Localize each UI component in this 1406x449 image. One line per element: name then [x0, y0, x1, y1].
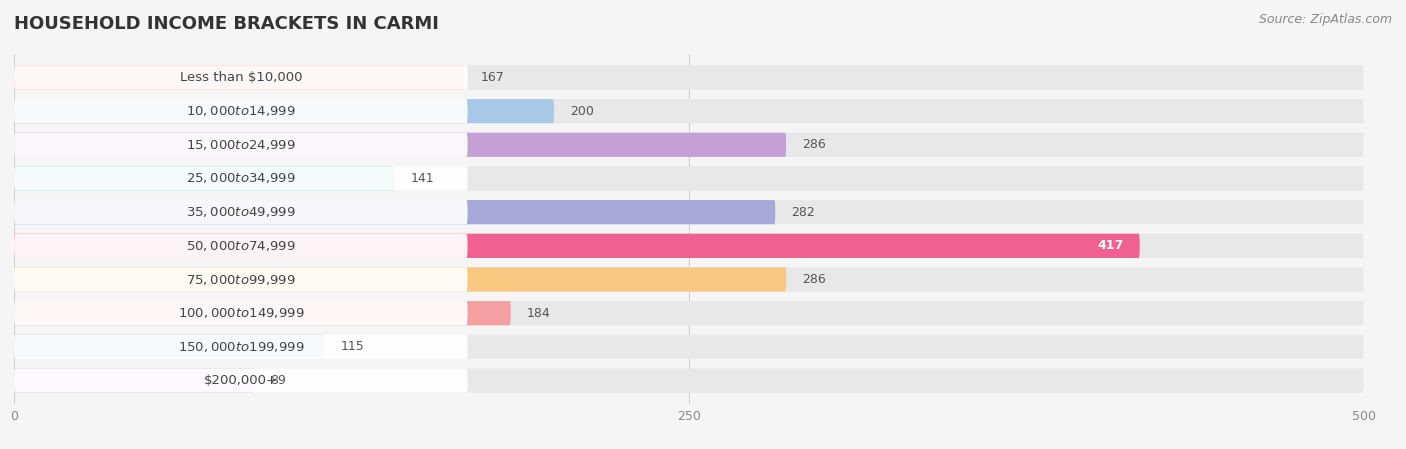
- Text: 184: 184: [527, 307, 551, 320]
- Text: 286: 286: [803, 273, 827, 286]
- FancyBboxPatch shape: [14, 335, 325, 359]
- FancyBboxPatch shape: [14, 368, 254, 392]
- Text: 141: 141: [411, 172, 434, 185]
- Text: $10,000 to $14,999: $10,000 to $14,999: [186, 104, 295, 118]
- Text: 282: 282: [792, 206, 815, 219]
- FancyBboxPatch shape: [14, 233, 468, 258]
- Text: $15,000 to $24,999: $15,000 to $24,999: [186, 138, 295, 152]
- FancyBboxPatch shape: [14, 368, 1364, 392]
- Text: Source: ZipAtlas.com: Source: ZipAtlas.com: [1258, 13, 1392, 26]
- Text: 417: 417: [1097, 239, 1123, 252]
- FancyBboxPatch shape: [14, 133, 786, 157]
- FancyBboxPatch shape: [14, 301, 468, 325]
- FancyBboxPatch shape: [14, 233, 1364, 258]
- FancyBboxPatch shape: [14, 65, 468, 89]
- FancyBboxPatch shape: [14, 267, 1364, 292]
- FancyBboxPatch shape: [14, 133, 1364, 157]
- Text: 115: 115: [340, 340, 364, 353]
- Text: 167: 167: [481, 71, 505, 84]
- FancyBboxPatch shape: [14, 301, 1364, 325]
- Text: $75,000 to $99,999: $75,000 to $99,999: [186, 273, 295, 286]
- FancyBboxPatch shape: [14, 335, 1364, 359]
- FancyBboxPatch shape: [14, 200, 468, 224]
- FancyBboxPatch shape: [14, 335, 468, 359]
- Text: $150,000 to $199,999: $150,000 to $199,999: [177, 340, 304, 354]
- FancyBboxPatch shape: [14, 166, 468, 190]
- FancyBboxPatch shape: [14, 99, 468, 123]
- Text: Less than $10,000: Less than $10,000: [180, 71, 302, 84]
- FancyBboxPatch shape: [14, 301, 510, 325]
- Text: $25,000 to $34,999: $25,000 to $34,999: [186, 172, 295, 185]
- Text: $50,000 to $74,999: $50,000 to $74,999: [186, 239, 295, 253]
- FancyBboxPatch shape: [14, 267, 468, 292]
- Text: HOUSEHOLD INCOME BRACKETS IN CARMI: HOUSEHOLD INCOME BRACKETS IN CARMI: [14, 15, 439, 33]
- FancyBboxPatch shape: [14, 99, 1364, 123]
- FancyBboxPatch shape: [14, 166, 1364, 190]
- Text: $200,000+: $200,000+: [204, 374, 278, 387]
- FancyBboxPatch shape: [14, 99, 554, 123]
- FancyBboxPatch shape: [14, 65, 1364, 89]
- Text: 286: 286: [803, 138, 827, 151]
- Text: $100,000 to $149,999: $100,000 to $149,999: [177, 306, 304, 320]
- Text: 200: 200: [571, 105, 595, 118]
- FancyBboxPatch shape: [14, 200, 1364, 224]
- Text: $35,000 to $49,999: $35,000 to $49,999: [186, 205, 295, 219]
- FancyBboxPatch shape: [14, 233, 1140, 258]
- FancyBboxPatch shape: [14, 133, 468, 157]
- FancyBboxPatch shape: [14, 267, 786, 292]
- Text: 89: 89: [270, 374, 287, 387]
- FancyBboxPatch shape: [14, 65, 465, 89]
- FancyBboxPatch shape: [14, 166, 395, 190]
- FancyBboxPatch shape: [14, 200, 775, 224]
- FancyBboxPatch shape: [14, 368, 468, 392]
